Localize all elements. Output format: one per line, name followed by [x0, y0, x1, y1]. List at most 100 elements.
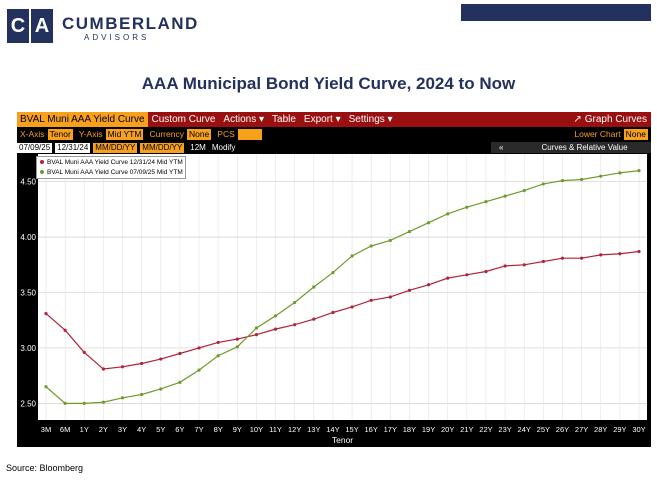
series-point-0	[101, 367, 105, 371]
x-tick-label: 7Y	[194, 425, 203, 434]
x-tick-label: 4Y	[137, 425, 146, 434]
series-point-1	[599, 174, 603, 178]
legend-label-2025: BVAL Muni AAA Yield Curve 07/09/25 Mid Y…	[47, 168, 183, 176]
series-point-0	[254, 333, 259, 337]
graph-curves-button[interactable]: ↗ Graph Curves	[573, 114, 651, 125]
x-tick-label: 5Y	[156, 425, 165, 434]
x-tick-label: 11Y	[269, 425, 282, 434]
series-point-0	[503, 264, 507, 268]
menu-settings[interactable]: Settings ▾	[348, 114, 393, 125]
yaxis-label: Y-Axis	[78, 129, 103, 139]
series-point-1	[637, 169, 641, 173]
menu-custom-curve[interactable]: Custom Curve	[151, 114, 216, 125]
logo-letter-a: A	[31, 9, 53, 43]
series-point-0	[312, 317, 316, 321]
x-tick-label: 3M	[41, 425, 51, 434]
x-tick-label: 16Y	[365, 425, 378, 434]
period-label[interactable]: 12M	[190, 143, 206, 152]
date-field-3[interactable]: MM/DD/YY	[93, 142, 138, 153]
y-tick-label: 3.50	[20, 289, 36, 298]
x-tick-label: 30Y	[632, 425, 645, 434]
y-tick-label: 4.00	[20, 233, 36, 242]
series-point-0	[446, 276, 450, 280]
series-point-1	[465, 205, 469, 209]
x-tick-label: 10Y	[250, 425, 263, 434]
series-point-0	[44, 312, 48, 316]
series-point-0	[235, 337, 239, 341]
pcs-field[interactable]	[237, 128, 262, 140]
logo: C A	[7, 9, 53, 43]
header-accent-bar	[461, 4, 651, 21]
series-point-1	[560, 179, 565, 183]
series-point-0	[580, 256, 584, 260]
series-point-1	[503, 194, 507, 198]
series-point-0	[82, 350, 86, 354]
series-point-1	[407, 229, 412, 234]
x-tick-label: 6M	[60, 425, 70, 434]
series-point-1	[235, 345, 239, 349]
series-point-0	[369, 298, 373, 302]
x-tick-label: 1Y	[80, 425, 89, 434]
xaxis-label: X-Axis	[20, 129, 45, 139]
currency-select[interactable]: None	[186, 128, 212, 140]
menu-actions[interactable]: Actions ▾	[223, 114, 265, 125]
series-point-0	[426, 283, 431, 287]
menu-table[interactable]: Table	[272, 114, 296, 125]
series-point-1	[541, 182, 545, 186]
pcs-label: PCS	[217, 129, 235, 139]
series-point-0	[618, 252, 622, 256]
series-point-1	[388, 238, 392, 243]
plot-area	[38, 154, 647, 420]
series-point-1	[331, 270, 335, 275]
x-tick-label: 22Y	[479, 425, 492, 434]
series-point-1	[350, 254, 354, 258]
legend-label-2024: BVAL Muni AAA Yield Curve 12/31/24 Mid Y…	[47, 158, 183, 166]
series-point-0	[522, 263, 526, 267]
currency-label: Currency	[149, 129, 184, 139]
axis-settings-bar: X-Axis Tenor Y-Axis Mid YTM Currency Non…	[17, 128, 651, 140]
series-point-1	[178, 380, 182, 384]
series-point-0	[140, 361, 144, 366]
x-tick-label: 9Y	[233, 425, 242, 434]
x-tick-label: 6Y	[175, 425, 184, 434]
series-point-0	[388, 295, 392, 299]
legend-marker-2024	[40, 160, 44, 164]
lower-chart-select[interactable]: None	[623, 128, 648, 140]
yaxis-select[interactable]: Mid YTM	[105, 128, 144, 140]
y-tick-label: 4.50	[20, 178, 36, 187]
bloomberg-panel: BVAL Muni AAA Yield Curve Custom Curve A…	[17, 112, 651, 447]
series-point-1	[254, 326, 259, 330]
modify-button[interactable]: Modify	[211, 143, 236, 152]
legend-marker-2025	[40, 170, 44, 174]
series-point-1	[216, 354, 220, 358]
series-point-0	[484, 269, 488, 274]
series-point-0	[350, 305, 354, 309]
x-tick-label: 8Y	[214, 425, 223, 434]
series-point-0	[197, 346, 201, 350]
series-point-1	[44, 385, 48, 389]
x-tick-label: 2Y	[99, 425, 108, 434]
series-point-1	[446, 212, 450, 216]
external-link-icon: ↗	[573, 114, 582, 125]
collapse-icon[interactable]: «	[499, 143, 504, 152]
x-tick-label: 3Y	[118, 425, 127, 434]
series-point-1	[273, 314, 278, 318]
yield-curve-chart: 2.50 3.00 3.50 4.00 4.50 3M 6M 1Y 2Y 3Y 4Y 5Y 6Y 7Y 8Y…	[20, 154, 647, 445]
y-tick-label: 3.00	[20, 344, 36, 353]
x-tick-label: 19Y	[422, 425, 435, 434]
date-field-2[interactable]: 12/31/24	[55, 142, 91, 153]
menu-export[interactable]: Export ▾	[303, 114, 341, 125]
xaxis-select[interactable]: Tenor	[47, 128, 73, 140]
date-field-1[interactable]: 07/09/25	[17, 142, 53, 153]
x-tick-label: 26Y	[556, 425, 569, 434]
series-point-0	[599, 253, 603, 257]
legend: BVAL Muni AAA Yield Curve 12/31/24 Mid Y…	[36, 156, 186, 179]
series-point-1	[159, 387, 163, 391]
legend-item-2025: BVAL Muni AAA Yield Curve 07/09/25 Mid Y…	[37, 167, 185, 177]
tab-yield-curve[interactable]: BVAL Muni AAA Yield Curve	[17, 112, 148, 127]
series-point-1	[522, 188, 526, 193]
source-note: Source: Bloomberg	[6, 463, 84, 473]
x-tick-label: 20Y	[441, 425, 454, 434]
series-point-0	[178, 351, 182, 356]
date-field-4[interactable]: MM/DD/YY	[140, 142, 185, 153]
